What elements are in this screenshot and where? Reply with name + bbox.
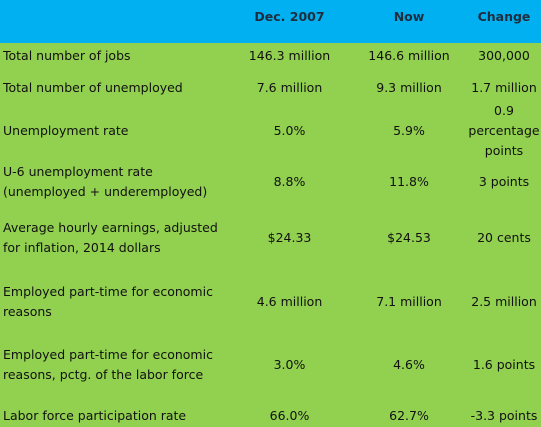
- value-change: 20 cents: [477, 230, 531, 245]
- value-dec-2007: 66.0%: [269, 408, 310, 423]
- row-label: Employed part-time for economic reasons: [3, 284, 213, 319]
- value-dec-2007: 5.0%: [273, 123, 306, 138]
- table-row: Employed part-time for economic reasons …: [0, 282, 541, 322]
- value-change: 1.6 points: [472, 357, 536, 372]
- value-dec-2007: 3.0%: [273, 357, 306, 372]
- table-row: Total number of jobs 146.3 million 146.6…: [0, 43, 541, 69]
- row-label: U-6 unemployment rate (unemployed + unde…: [3, 164, 208, 199]
- value-dec-2007: 7.6 million: [256, 80, 323, 95]
- header-dec-2007: Dec. 2007: [254, 9, 325, 24]
- value-dec-2007: $24.33: [267, 230, 312, 245]
- value-dec-2007: 4.6 million: [256, 294, 323, 309]
- row-label: Unemployment rate: [3, 123, 129, 138]
- table-row: Labor force participation rate 66.0% 62.…: [0, 405, 541, 427]
- value-now: 4.6%: [393, 357, 425, 372]
- value-change: 3 points: [478, 174, 530, 189]
- table-row: U-6 unemployment rate (unemployed + unde…: [0, 162, 541, 202]
- value-change: -3.3 points: [470, 408, 538, 423]
- value-change: 1.7 million: [471, 80, 537, 95]
- value-now: $24.53: [387, 230, 431, 245]
- value-now: 7.1 million: [376, 294, 442, 309]
- value-now: 146.6 million: [368, 48, 450, 63]
- value-change: 300,000: [478, 48, 530, 63]
- table-row: Employed part-time for economic reasons,…: [0, 335, 541, 395]
- value-now: 5.9%: [393, 123, 425, 138]
- row-label: Total number of jobs: [3, 48, 131, 63]
- value-dec-2007: 8.8%: [273, 174, 306, 189]
- row-label: Employed part-time for economic reasons,…: [3, 347, 213, 382]
- header-now: Now: [393, 9, 425, 24]
- value-now: 62.7%: [389, 408, 429, 423]
- value-change: 0.9 percentage points: [468, 103, 540, 158]
- table-header: Dec. 2007 Now Change: [0, 0, 541, 43]
- value-now: 11.8%: [389, 174, 429, 189]
- row-label: Labor force participation rate: [3, 408, 187, 423]
- value-change: 2.5 million: [471, 294, 537, 309]
- row-label: Total number of unemployed: [3, 80, 183, 95]
- header-change: Change: [477, 9, 531, 24]
- value-dec-2007: 146.3 million: [248, 48, 331, 63]
- table-row: Average hourly earnings, adjusted for in…: [0, 208, 541, 268]
- table-row: Total number of unemployed 7.6 million 9…: [0, 75, 541, 101]
- row-label: Average hourly earnings, adjusted for in…: [3, 220, 218, 255]
- table-row: Unemployment rate 5.0% 5.9% 0.9 percenta…: [0, 103, 541, 158]
- value-now: 9.3 million: [376, 80, 442, 95]
